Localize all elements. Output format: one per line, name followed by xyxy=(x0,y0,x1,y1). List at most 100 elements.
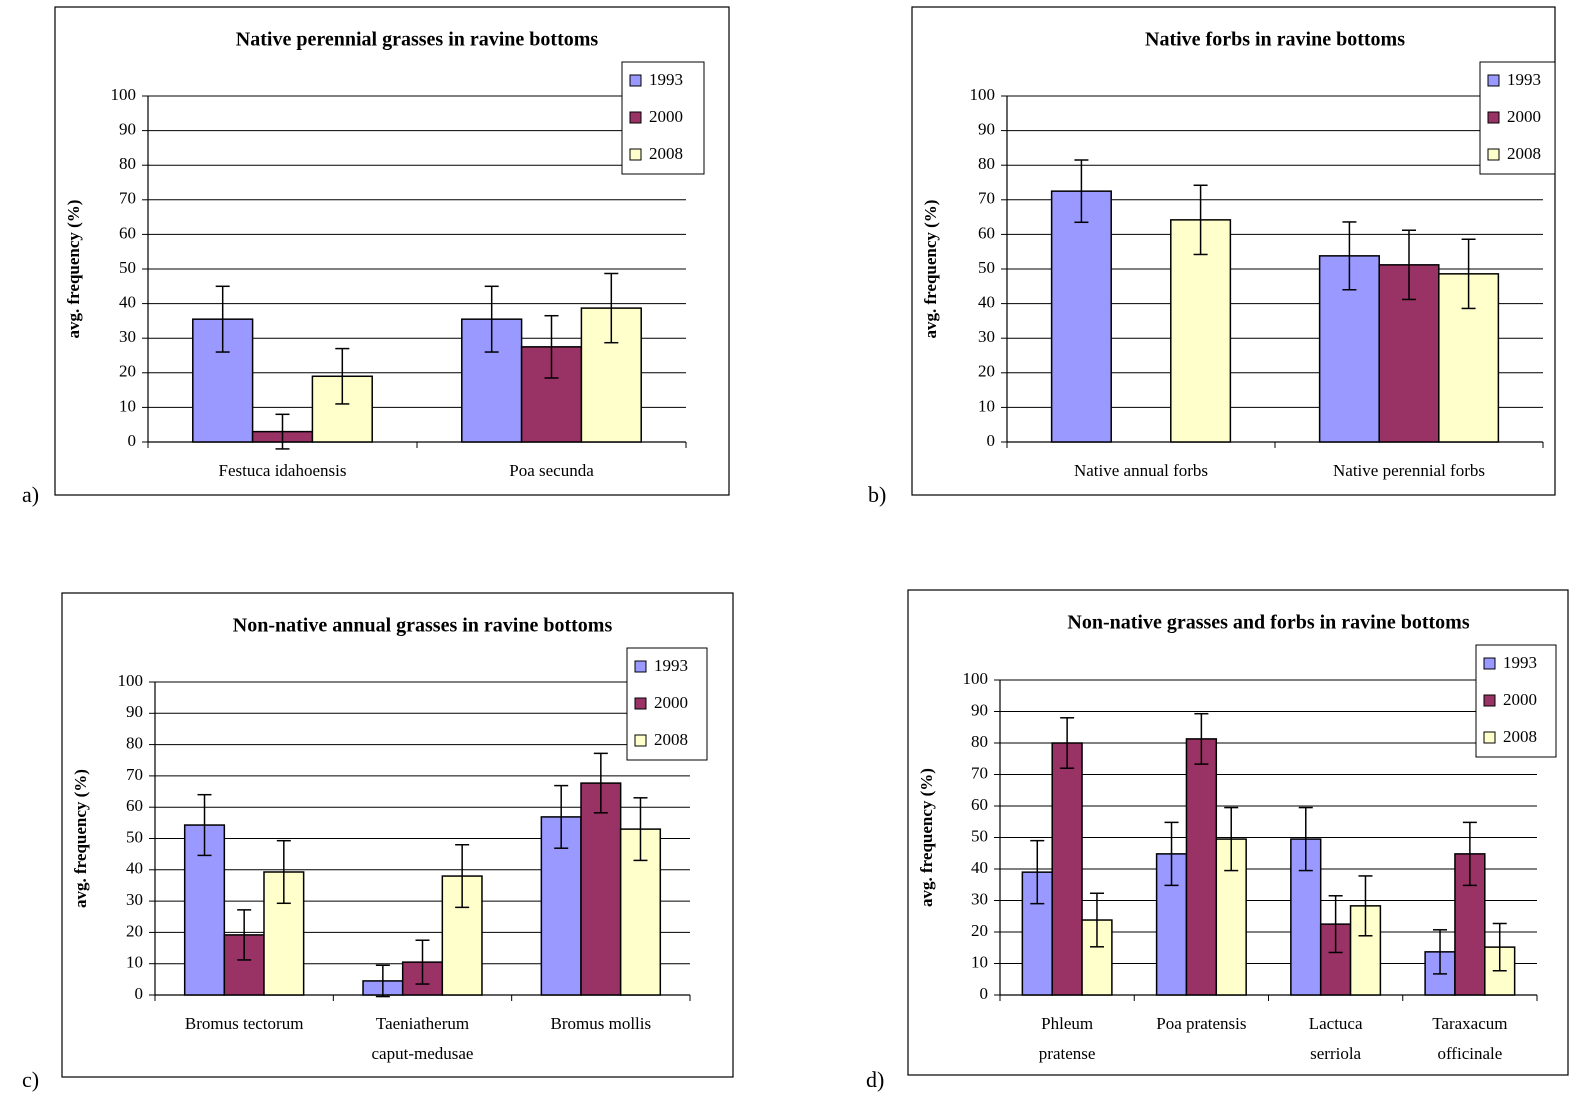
error-bar xyxy=(455,844,470,909)
bar xyxy=(1050,190,1112,443)
error-bar xyxy=(197,793,212,857)
legend: 1993 2000 2008 xyxy=(621,61,705,175)
error-bar xyxy=(1492,922,1507,972)
legend-swatch xyxy=(634,697,647,710)
x-tick-label: pratense xyxy=(1039,1044,1096,1063)
bar xyxy=(1290,838,1322,996)
y-tick-label: 70 xyxy=(119,189,136,208)
y-tick-label: 20 xyxy=(978,362,995,381)
bar xyxy=(1155,853,1188,996)
x-tick-label: Lactuca xyxy=(1309,1014,1363,1033)
y-tick-label: 20 xyxy=(119,362,136,381)
legend-label: 2008 xyxy=(1507,144,1541,163)
error-bar xyxy=(604,272,619,344)
error-bar xyxy=(276,839,291,905)
y-tick-label: 100 xyxy=(111,85,137,104)
chart-title: Non-native grasses and forbs in ravine b… xyxy=(1067,612,1469,634)
legend-label: 2000 xyxy=(649,107,683,126)
bar xyxy=(1170,219,1232,443)
legend-swatch xyxy=(1487,148,1500,161)
legend-swatch xyxy=(634,660,647,673)
y-tick-label: 60 xyxy=(119,223,136,242)
y-tick-label: 30 xyxy=(119,327,136,346)
error-bar xyxy=(1193,184,1208,256)
x-tick-label: serriola xyxy=(1310,1044,1361,1063)
x-tick-label: caput-medusae xyxy=(372,1044,474,1063)
error-bar xyxy=(415,939,430,985)
legend: 1993 2000 2008 xyxy=(626,647,708,761)
y-tick-label: 10 xyxy=(978,396,995,415)
legend-swatch xyxy=(629,111,642,124)
error-bar xyxy=(484,285,499,353)
x-tick-label: Phleum xyxy=(1041,1014,1093,1033)
error-bar xyxy=(544,314,559,379)
legend-swatch xyxy=(629,148,642,161)
y-tick-label: 60 xyxy=(126,796,143,815)
x-tick-label: officinale xyxy=(1437,1044,1502,1063)
error-bar xyxy=(1433,929,1448,975)
y-axis-label: avg. frequency (%) xyxy=(917,768,936,907)
y-tick-label: 10 xyxy=(119,396,136,415)
error-bar xyxy=(1074,159,1089,224)
chart-title: Native perennial grasses in ravine botto… xyxy=(236,29,599,51)
y-tick-label: 40 xyxy=(126,859,143,878)
legend-label: 2008 xyxy=(654,730,688,749)
legend-swatch xyxy=(634,734,647,747)
error-bar xyxy=(1030,839,1045,905)
y-axis-label: avg. frequency (%) xyxy=(64,200,83,339)
y-axis-label: avg. frequency (%) xyxy=(921,200,940,339)
error-bar xyxy=(1462,821,1477,887)
legend-label: 1993 xyxy=(649,70,683,89)
y-tick-label: 90 xyxy=(978,120,995,139)
error-bar xyxy=(275,413,290,450)
chart-panel: c) Non-native annual grasses in ravine bo… xyxy=(22,592,734,1092)
x-tick-label: Poa pratensis xyxy=(1156,1014,1246,1033)
error-bar xyxy=(1224,806,1239,872)
y-tick-label: 90 xyxy=(119,120,136,139)
chart-panel: a) Native perennial grasses in ravine bot… xyxy=(22,6,730,507)
error-bar xyxy=(375,964,390,998)
y-tick-label: 80 xyxy=(971,732,988,751)
y-tick-label: 10 xyxy=(126,953,143,972)
bar xyxy=(580,782,622,996)
y-tick-label: 70 xyxy=(978,189,995,208)
y-tick-label: 30 xyxy=(126,890,143,909)
x-tick-label: Festuca idahoensis xyxy=(219,461,347,480)
legend-label: 2000 xyxy=(1503,690,1537,709)
y-tick-label: 100 xyxy=(970,85,996,104)
error-bar xyxy=(1402,229,1416,301)
y-tick-label: 40 xyxy=(119,293,136,312)
bar xyxy=(1051,742,1083,996)
error-bar xyxy=(1358,875,1373,937)
panel-label: c) xyxy=(22,1067,39,1092)
error-bar xyxy=(1298,806,1313,872)
error-bar xyxy=(633,797,648,862)
y-tick-label: 0 xyxy=(135,984,144,1003)
error-bar xyxy=(1164,821,1179,887)
y-tick-label: 40 xyxy=(971,858,988,877)
legend-label: 2000 xyxy=(1507,107,1541,126)
y-tick-label: 20 xyxy=(971,921,988,940)
panel-label: d) xyxy=(866,1067,884,1092)
legend-label: 2008 xyxy=(649,144,683,163)
y-tick-label: 60 xyxy=(978,223,995,242)
error-bar xyxy=(335,347,350,405)
error-bar xyxy=(593,752,608,814)
y-tick-label: 70 xyxy=(971,763,988,782)
y-tick-label: 30 xyxy=(978,327,995,346)
bar xyxy=(1185,738,1218,996)
x-tick-label: Bromus tectorum xyxy=(185,1014,304,1033)
error-bar xyxy=(1328,895,1343,954)
x-tick-label: Taeniatherum xyxy=(376,1014,469,1033)
y-tick-label: 80 xyxy=(119,154,136,173)
y-tick-label: 30 xyxy=(971,889,988,908)
legend: 1993 2000 2008 xyxy=(1479,61,1556,175)
legend: 1993 2000 2008 xyxy=(1475,644,1557,758)
y-tick-label: 10 xyxy=(971,952,988,971)
error-bar xyxy=(1342,221,1357,291)
y-tick-label: 60 xyxy=(971,795,988,814)
y-tick-label: 100 xyxy=(963,669,989,688)
legend-swatch xyxy=(1487,74,1500,87)
error-bar xyxy=(237,909,252,961)
